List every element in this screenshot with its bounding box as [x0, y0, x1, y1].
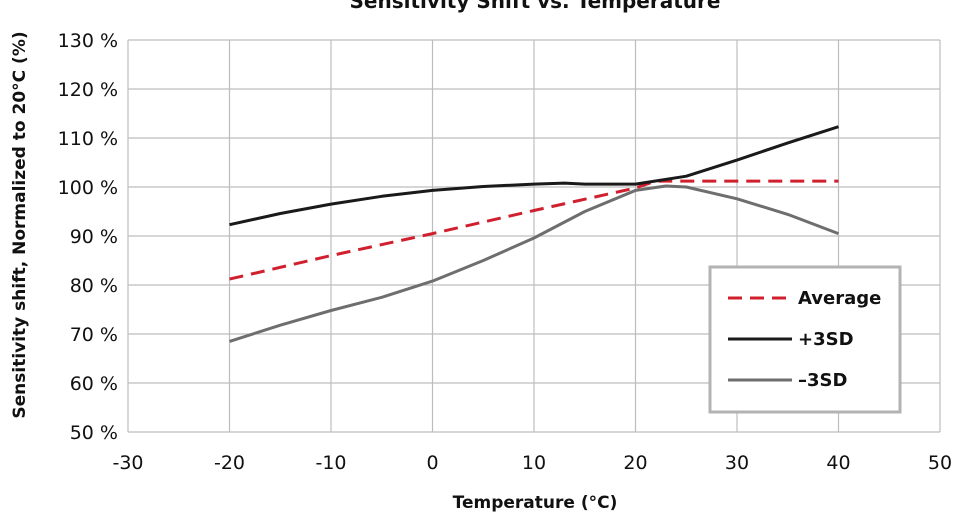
y-tick-label: 120 %: [58, 79, 118, 101]
y-tick-label: 110 %: [58, 128, 118, 150]
y-tick-label: 90 %: [70, 226, 118, 248]
series-lines: [229, 125, 840, 343]
series-line: [229, 179, 839, 281]
y-axis-ticks: 50 % 60 % 70 % 80 % 90 % 100 % 110 % 120 % 130 %: [58, 30, 118, 444]
x-axis-title: Temperature (°C): [453, 493, 618, 513]
x-tick-label: 0: [426, 452, 438, 474]
x-tick-label: -10: [315, 452, 346, 474]
y-tick-label: 60 %: [70, 373, 118, 395]
legend-label: Average: [798, 288, 881, 309]
x-tick-label: 20: [623, 452, 647, 474]
series-line: [229, 125, 839, 227]
series-line: [229, 184, 840, 343]
x-tick-label: 50: [928, 452, 952, 474]
x-tick-label: -20: [214, 452, 245, 474]
y-tick-label: 70 %: [70, 324, 118, 346]
x-tick-label: 30: [725, 452, 749, 474]
y-tick-label: 80 %: [70, 275, 118, 297]
x-axis-ticks: -30 -20 -10 0 10 20 30 40 50: [112, 452, 952, 474]
x-tick-label: 10: [522, 452, 546, 474]
legend-label: +3SD: [798, 329, 854, 350]
x-tick-label: 40: [826, 452, 850, 474]
legend: Average +3SD –3SD: [708, 265, 902, 414]
legend-label: –3SD: [798, 370, 847, 391]
y-tick-label: 100 %: [58, 177, 118, 199]
y-axis-title: Sensitivity shift, Normalized to 20°C (%…: [10, 31, 30, 418]
x-tick-label: -30: [112, 452, 143, 474]
chart-title: Sensitivity Shift vs. Temperature: [350, 0, 721, 13]
y-tick-label: 50 %: [70, 422, 118, 444]
y-tick-label: 130 %: [58, 30, 118, 52]
grid: [127, 39, 941, 433]
